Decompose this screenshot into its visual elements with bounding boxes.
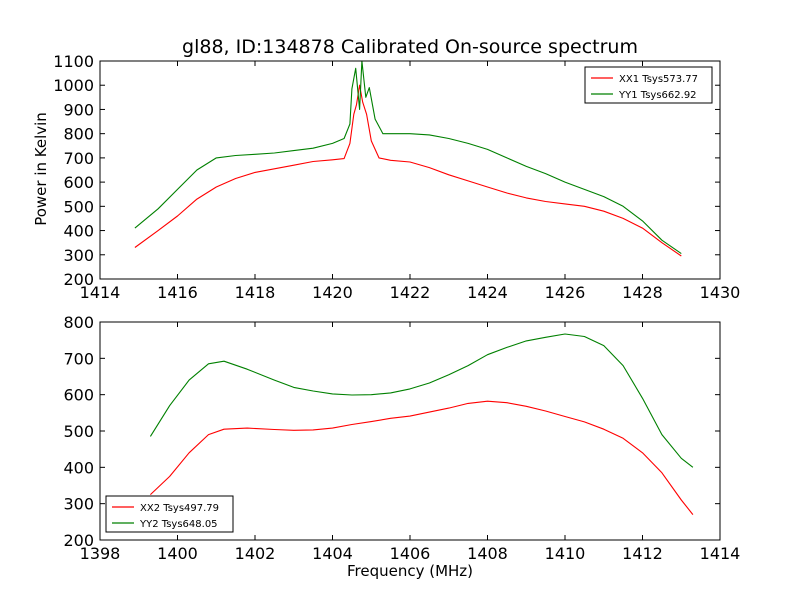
x-tick-label-bottom-5: 1408 [467,544,508,563]
x-tick-label-top-0: 1414 [80,283,121,302]
x-axis-label-bottom: Frequency (MHz) [347,562,473,580]
x-tick-label-top-3: 1420 [312,283,353,302]
y-tick-label-bottom-2: 400 [63,458,94,477]
legend-bottom: XX2 Tsys497.79 YY2 Tsys648.05 [105,495,234,533]
y-tick-label-top-0: 200 [63,270,94,289]
x-tick-label-bottom-4: 1406 [390,544,431,563]
x-tick-label-bottom-8: 1414 [700,544,741,563]
legend-label-bottom-1: YY2 Tsys648.05 [139,519,218,530]
plot-top: 1414 1416 1418 1420 1422 1424 1426 1428 1430 200 3… [53,52,740,302]
y-tick-label-top-7: 900 [63,100,94,119]
chart-title-top: gl88, ID:134878 Calibrated On-source spe… [182,36,638,58]
y-tick-label-bottom-1: 300 [63,495,94,514]
x-tick-label-bottom-6: 1410 [545,544,586,563]
x-tick-label-bottom-3: 1404 [312,544,353,563]
legend-label-top-1: YY1 Tsys662.92 [618,90,697,101]
y-tick-label-top-9: 1100 [53,52,94,71]
legend-top: XX1 Tsys573.77 YY1 Tsys662.92 [584,66,713,104]
x-tick-label-bottom-0: 1398 [80,544,121,563]
legend-label-top-0: XX1 Tsys573.77 [619,74,698,85]
x-tick-label-top-8: 1430 [700,283,741,302]
legend-label-bottom-0: XX2 Tsys497.79 [140,503,219,514]
y-tick-label-bottom-3: 500 [63,422,94,441]
x-tick-label-top-2: 1418 [235,283,276,302]
x-tick-label-top-1: 1416 [157,283,198,302]
x-tick-label-bottom-1: 1400 [157,544,198,563]
y-tick-label-top-4: 600 [63,173,94,192]
y-tick-label-bottom-6: 800 [63,313,94,332]
x-tick-label-top-5: 1424 [467,283,508,302]
x-tick-label-bottom-2: 1402 [235,544,276,563]
y-tick-label-bottom-4: 600 [63,386,94,405]
x-tick-label-top-7: 1428 [622,283,663,302]
y-tick-label-bottom-0: 200 [63,531,94,550]
y-tick-label-top-6: 800 [63,125,94,144]
y-axis-label-top: Power in Kelvin [32,112,50,226]
y-tick-label-bottom-5: 700 [63,349,94,368]
plot-bottom: 1398 1400 1402 1404 1406 1408 1410 1412 1414 200 3… [63,313,740,563]
series-line-bottom-1 [149,333,694,468]
y-tick-label-top-3: 500 [63,197,94,216]
y-tick-label-top-2: 400 [63,222,94,241]
x-tick-label-top-4: 1422 [390,283,431,302]
series-line-top-0 [134,84,682,257]
legend-box-bottom [105,495,234,533]
y-tick-label-top-5: 700 [63,149,94,168]
series-line-bottom-0 [150,400,694,515]
legend-box-top [584,66,713,104]
y-tick-label-top-1: 300 [63,246,94,265]
series-line-top-1 [134,60,682,255]
y-tick-label-top-8: 1000 [53,76,94,95]
x-tick-label-top-6: 1426 [545,283,586,302]
x-tick-label-bottom-7: 1412 [622,544,663,563]
